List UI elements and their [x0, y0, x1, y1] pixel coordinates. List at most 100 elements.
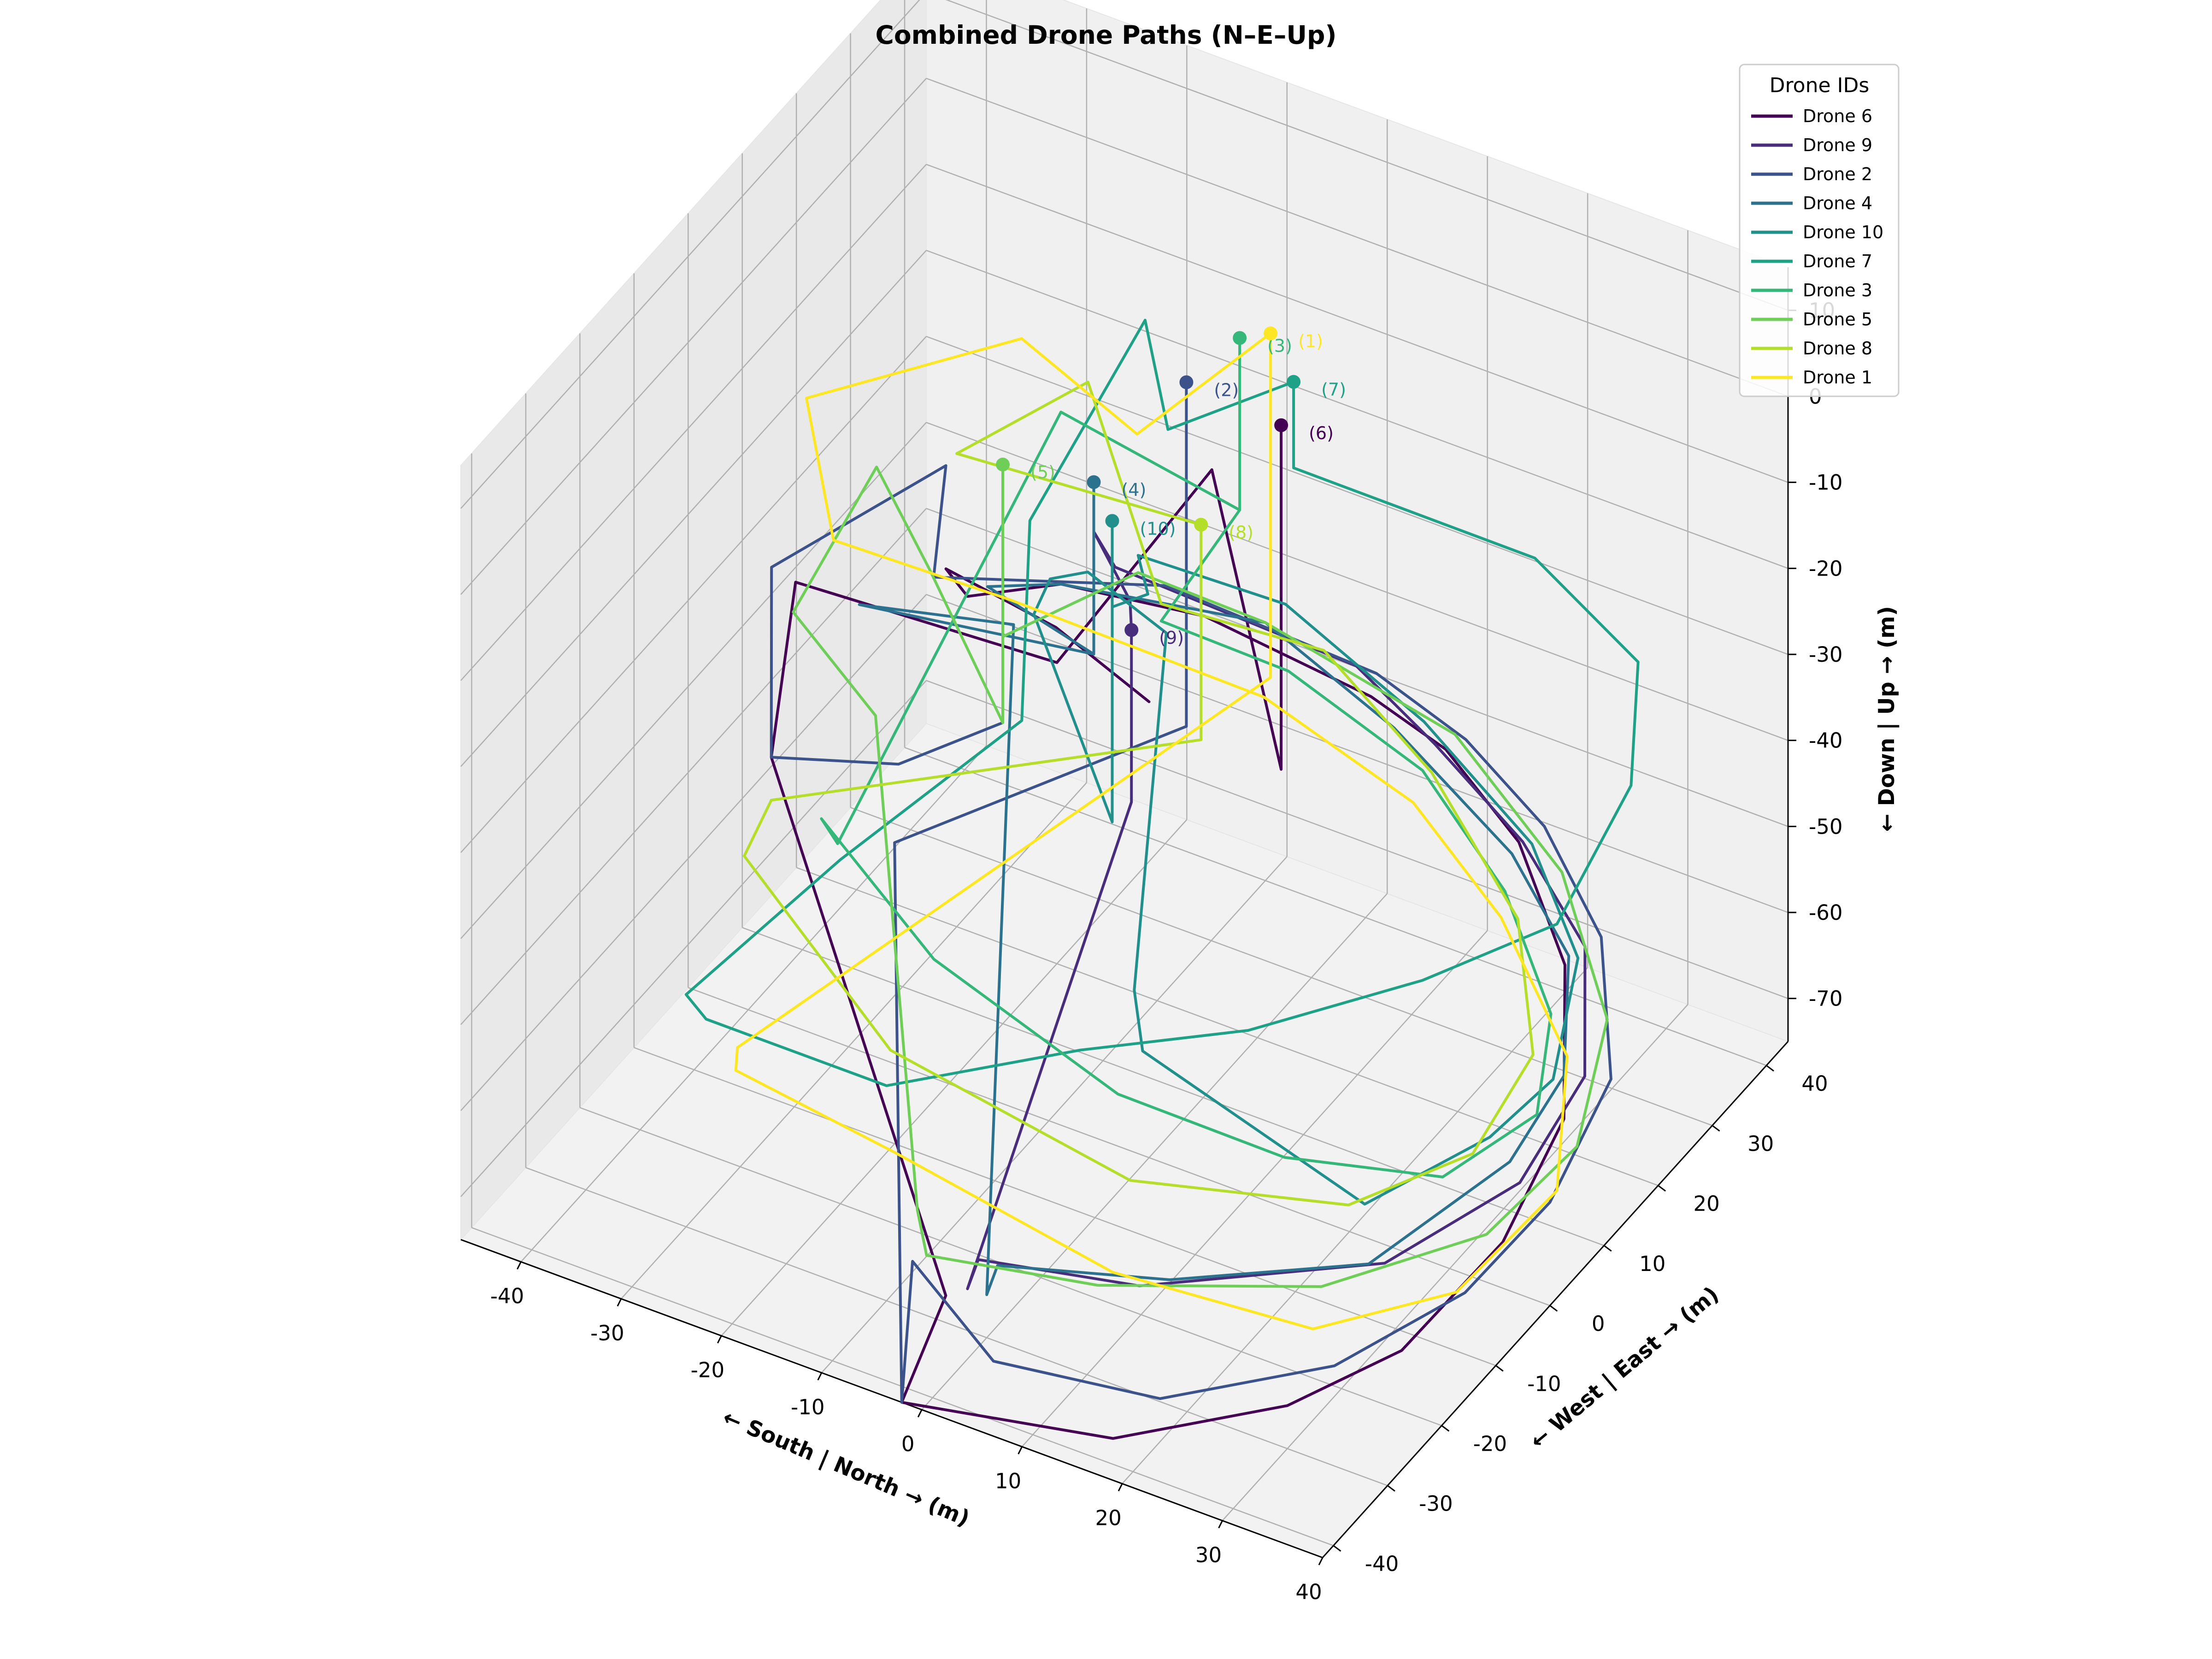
gridline-z — [460, 508, 927, 1025]
y-tick-label: 20 — [1694, 1192, 1720, 1216]
legend-label-drone-5: Drone 5 — [1803, 309, 1872, 329]
start-label-drone-9: (9) — [1159, 628, 1184, 648]
y-tick-mark — [1495, 1365, 1504, 1372]
x-tick-label: 30 — [1195, 1543, 1222, 1567]
x-tick-label: -40 — [490, 1284, 524, 1308]
gridline-z — [460, 0, 920, 509]
z-tick-label: -50 — [1809, 814, 1843, 839]
gridline-x — [1222, 1004, 1688, 1521]
series-line-drone-1 — [734, 332, 1569, 1330]
gridline-z — [460, 164, 927, 681]
x-tick-label: 10 — [995, 1469, 1021, 1493]
start-label-drone-8: (8) — [1229, 523, 1253, 543]
axis-panes — [460, 0, 1789, 1559]
y-tick-mark — [1712, 1125, 1720, 1132]
gridline-z — [460, 336, 927, 853]
gridline-z — [926, 250, 1788, 569]
start-markers: (6)(9)(2)(4)(10)(7)(3)(5)(8)(1) — [996, 326, 1346, 648]
gridline-z — [460, 422, 927, 939]
gridline-z — [460, 78, 927, 595]
y-tick-label: 10 — [1639, 1252, 1665, 1276]
gridline-y — [525, 1167, 1388, 1486]
start-marker-drone-4 — [1087, 475, 1101, 489]
gridline-z — [926, 422, 1788, 741]
series-layer — [684, 318, 1640, 1440]
x-tick-label: -30 — [590, 1321, 624, 1345]
y-tick-mark — [1549, 1305, 1558, 1312]
x-tick-label: 40 — [1295, 1580, 1322, 1604]
gridline-y — [850, 807, 1713, 1126]
y-tick-label: -40 — [1365, 1552, 1399, 1576]
gridline-y — [904, 747, 1767, 1066]
legend-label-drone-1: Drone 1 — [1803, 367, 1872, 388]
legend-box — [1739, 64, 1900, 397]
z-tick-label: -40 — [1809, 729, 1843, 753]
y-tick-label: 0 — [1592, 1312, 1605, 1336]
x-tick-mark — [617, 1298, 622, 1307]
gridline-y — [688, 987, 1550, 1306]
gridline-z — [926, 335, 1788, 655]
start-label-drone-5: (5) — [1030, 462, 1055, 482]
legend-label-drone-3: Drone 3 — [1803, 280, 1872, 300]
start-marker-drone-2 — [1179, 375, 1194, 389]
gridline-x — [721, 819, 1188, 1336]
start-label-drone-7: (7) — [1321, 380, 1346, 400]
gridline-z — [926, 77, 1788, 397]
legend-label-drone-7: Drone 7 — [1803, 251, 1872, 271]
legend-label-drone-9: Drone 9 — [1803, 135, 1872, 155]
y-tick-label: -30 — [1419, 1492, 1453, 1516]
z-tick-label: -30 — [1809, 642, 1843, 667]
gridline-y — [634, 1047, 1496, 1366]
start-marker-drone-3 — [1233, 331, 1247, 345]
legend-title: Drone IDs — [1770, 74, 1870, 97]
start-marker-drone-1 — [1264, 326, 1278, 341]
chart-title: Combined Drone Paths (N–E–Up) — [875, 20, 1336, 50]
y-tick-mark — [1441, 1425, 1450, 1432]
x-tick-mark — [1018, 1446, 1023, 1454]
y-tick-label: 30 — [1747, 1131, 1774, 1156]
series-line-drone-7 — [684, 318, 1640, 1087]
gridline-x — [921, 893, 1388, 1410]
back-pane-left — [460, 0, 927, 1241]
series-line-drone-8 — [743, 381, 1535, 1206]
gridline-z — [460, 680, 927, 1197]
legend-items: Drone 6 Drone 9 Drone 2 Drone 4 Drone 10 Dron… — [1751, 106, 1883, 388]
start-marker-drone-9 — [1124, 623, 1139, 637]
x-tick-label: -20 — [691, 1358, 725, 1382]
x-tick-mark — [517, 1261, 522, 1270]
z-axis-label: ← Down | Up → (m) — [1874, 606, 1900, 832]
x-tick-label: 0 — [901, 1432, 915, 1456]
start-marker-drone-5 — [996, 458, 1010, 472]
gridline-x — [620, 782, 1087, 1300]
series-line-drone-4 — [858, 481, 1571, 1296]
legend-label-drone-8: Drone 8 — [1803, 338, 1872, 359]
y-tick-mark — [1387, 1485, 1395, 1492]
gridline-x — [1122, 967, 1588, 1484]
x-tick-mark — [1218, 1520, 1223, 1529]
series-line-drone-5 — [792, 463, 1609, 1288]
x-tick-mark — [1118, 1483, 1123, 1492]
gridline-z — [926, 164, 1788, 483]
start-marker-drone-7 — [1287, 375, 1301, 389]
start-label-drone-10: (10) — [1140, 518, 1176, 539]
start-marker-drone-8 — [1194, 518, 1208, 532]
y-tick-mark — [1658, 1185, 1666, 1192]
z-tick-label: -10 — [1809, 471, 1843, 495]
legend-label-drone-4: Drone 4 — [1803, 193, 1872, 213]
z-tick-label: -20 — [1809, 556, 1843, 581]
gridline-z — [926, 680, 1788, 999]
gridline-y — [742, 927, 1605, 1246]
y-tick-label: -10 — [1527, 1371, 1561, 1396]
x-tick-mark — [817, 1372, 823, 1381]
legend-label-drone-10: Drone 10 — [1803, 222, 1883, 242]
series-line-drone-9 — [966, 531, 1587, 1290]
y-tick-label: -20 — [1473, 1431, 1507, 1456]
y-tick-label: 40 — [1801, 1071, 1828, 1096]
start-marker-drone-6 — [1274, 418, 1288, 432]
gridlines — [460, 0, 1789, 1558]
legend-label-drone-2: Drone 2 — [1803, 164, 1872, 184]
start-label-drone-2: (2) — [1214, 380, 1239, 400]
gridline-z — [945, 0, 1788, 311]
